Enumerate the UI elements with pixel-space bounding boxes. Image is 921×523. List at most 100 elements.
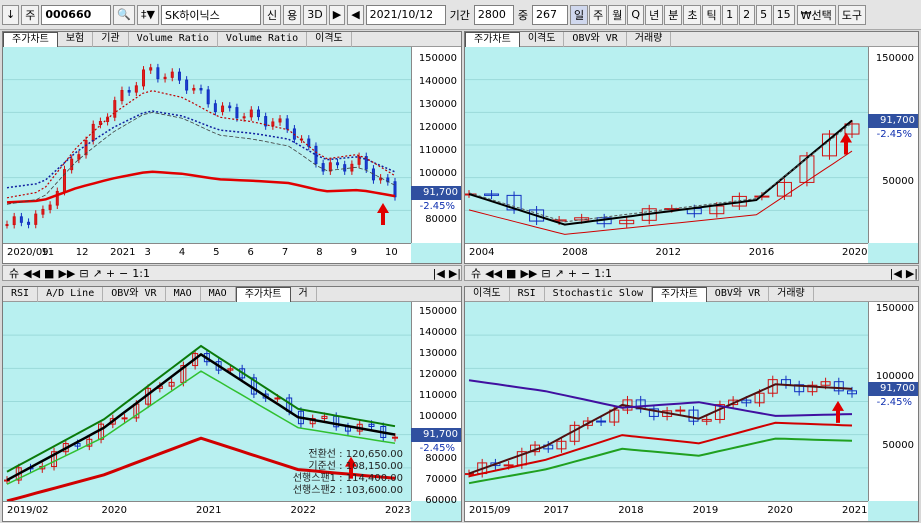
stock-code-input[interactable]: 000660 [41,4,112,25]
chart-tab[interactable]: 거 [291,287,317,302]
chart-tab[interactable]: OBV와 VR [564,32,627,47]
scroll-control[interactable]: ◀◀ [23,266,41,280]
interval-button[interactable]: 초 [683,4,702,25]
scroll-control[interactable]: ↗ [92,266,102,280]
candle-body [55,190,59,206]
chart-tab[interactable]: MAO [166,287,201,302]
interval-button[interactable]: 분 [664,4,683,25]
scroll-control[interactable]: ⊟ [79,266,89,280]
play-icon[interactable]: ▶ [328,4,346,25]
candle-body [163,76,167,80]
chart-tab[interactable]: Volume Ratio [218,32,308,47]
scroll-control[interactable]: ▶▶ [520,266,538,280]
scroll-control[interactable]: 1:1 [132,266,150,280]
extra-button[interactable]: ₩선택 [796,4,836,25]
scroll-end-button[interactable]: ▶| [448,266,461,280]
interval-button[interactable]: 일 [570,4,589,25]
current-price-tag: 91,700 [868,113,918,128]
interval-button[interactable]: 1 [721,4,738,25]
y-tick-label: 140000 [418,327,457,339]
chart-tab[interactable]: Stochastic Slow [545,287,652,302]
candle-body [274,397,281,400]
scroll-control[interactable]: 슈 [9,267,20,280]
interval-button[interactable]: 15 [772,4,795,25]
scroll-control[interactable]: 슈 [471,267,482,280]
interval-button[interactable]: 2 [738,4,755,25]
scroll-control[interactable]: ■ [506,266,517,280]
scroll-control[interactable]: − [581,266,591,280]
candle-body [328,162,332,172]
chart-tab[interactable]: OBV와 VR [707,287,770,302]
menu-icon[interactable]: ‡▼ [137,4,160,25]
y-tick-label: 140000 [418,75,457,87]
moving-average-line [6,111,396,205]
scroll-control[interactable]: − [119,266,129,280]
back-icon[interactable]: ◀ [347,4,364,25]
scroll-end-button[interactable]: |◀ [889,266,902,280]
chart-tab[interactable]: RSI [510,287,545,302]
chart-tab[interactable]: OBV와 VR [103,287,166,302]
stock-name-field[interactable]: SK하이닉스 [161,4,262,25]
type-selector[interactable]: 주 [21,4,40,25]
chart-tab[interactable]: 이격도 [465,287,510,302]
x-tick-label: 2019/02 [7,505,49,516]
scroll-control[interactable]: ▶▶ [58,266,76,280]
chart-tab[interactable]: 거래량 [627,32,672,47]
chart-tab[interactable]: 주가차트 [465,32,520,47]
scroll-control[interactable]: 1:1 [594,266,612,280]
credit-button[interactable]: 신 [263,4,282,25]
scroll-control[interactable]: + [567,266,578,280]
candle-body [170,71,174,78]
chart-tab[interactable]: 주가차트 [3,32,58,47]
candle-body [249,109,253,118]
3d-button[interactable]: 3D [303,4,327,25]
interval-button[interactable]: Q [627,4,645,25]
candle-body [134,85,138,93]
scroll-control[interactable]: ■ [44,266,55,280]
candle-body [213,103,217,113]
scroll-control[interactable]: ⊟ [541,266,551,280]
weight-input[interactable]: 267 [532,4,569,25]
y-axis: 1500001400001300001200001100001000009000… [411,302,461,506]
interval-button[interactable]: 월 [608,4,627,25]
candle-body [321,163,325,172]
scroll-end-button[interactable]: ▶| [905,266,918,280]
candle-body [619,219,635,225]
period-input[interactable]: 2800 [473,4,514,25]
tools-button[interactable]: 도구 [837,4,866,25]
y-tick-label: 130000 [418,98,457,110]
interval-button[interactable]: 틱 [702,4,721,25]
scroll-bar-right[interactable]: 슈 ◀◀ ■ ▶▶ ⊟ ↗ + −1:1 |◀ ▶| [464,265,919,281]
chart-tab[interactable]: 거래량 [769,287,814,302]
chart-tab[interactable]: A/D Line [38,287,104,302]
search-icon[interactable]: 🔍 [113,4,136,25]
chart-tab[interactable]: 보험 [58,32,94,47]
chart-tab[interactable]: 이격도 [520,32,565,47]
chart-tab[interactable]: RSI [3,287,39,302]
chart-panel-bottom-right: 이격도 RSI Stochastic Slow 주가차트 OBV와 VR 거래량 15000… [464,286,919,522]
y-tick-label: 60000 [425,495,457,506]
interval-button[interactable]: 5 [755,4,772,25]
scroll-control[interactable]: ◀◀ [485,266,503,280]
scroll-end-button[interactable]: |◀ [432,266,445,280]
chart-tab[interactable]: MAO [201,287,236,302]
moving-average-line [468,122,853,223]
scroll-control[interactable]: ↗ [554,266,564,280]
scroll-bar-left[interactable]: 슈 ◀◀ ■ ▶▶ ⊟ ↗ + −1:1 |◀ ▶| [2,265,462,281]
chart-tab[interactable]: 기관 [93,32,129,47]
interval-button[interactable]: 주 [589,4,608,25]
chart-tab[interactable]: 주가차트 [651,287,707,302]
x-tick-label: 11 [41,247,55,258]
candle-body [754,392,765,404]
scroll-control[interactable]: + [105,266,116,280]
date-input[interactable]: 2021/10/12 [365,4,446,25]
interval-button[interactable]: 년 [645,4,664,25]
chart-tab[interactable]: 주가차트 [235,287,291,302]
candle-body [807,384,818,393]
chart-tab[interactable]: Volume Ratio [129,32,218,47]
mode-toggle[interactable]: ↓ [2,4,20,25]
credit2-button[interactable]: 용 [283,4,302,25]
candle-body [127,90,131,93]
candle-body [256,109,260,118]
chart-tab[interactable]: 이격도 [307,32,352,47]
